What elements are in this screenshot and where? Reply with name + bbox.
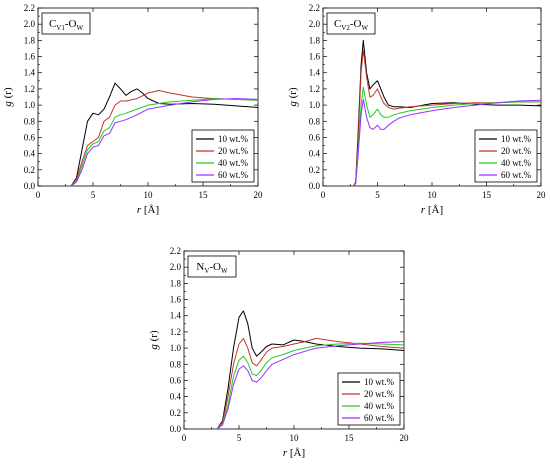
x-tick-label: 5 — [91, 190, 96, 200]
y-tick-label: 0.0 — [309, 181, 321, 191]
panel-label-box — [187, 255, 237, 278]
x-tick-label: 15 — [345, 433, 355, 443]
x-tick-label: 15 — [482, 190, 492, 200]
legend-label: 60 wt.% — [364, 413, 395, 423]
series-line-20-wt — [216, 337, 405, 430]
y-tick-label: 1.2 — [24, 84, 35, 94]
series-line-40-wt — [70, 98, 259, 187]
y-tick-label: 1.4 — [309, 68, 321, 78]
x-axis-title: r [Å] — [421, 204, 443, 216]
series-line-10-wt — [70, 82, 259, 187]
y-axis-title: g (r) — [287, 87, 299, 107]
y-tick-label: 0.6 — [24, 132, 36, 142]
legend-label: 40 wt.% — [364, 401, 395, 411]
legend-label: 10 wt.% — [364, 377, 395, 387]
x-tick-label: 20 — [400, 433, 410, 443]
y-tick-label: 2.2 — [170, 246, 181, 256]
series-line-20-wt — [353, 49, 541, 187]
legend-label: 10 wt.% — [218, 134, 249, 144]
y-tick-label: 0.2 — [24, 165, 35, 175]
legend-label: 40 wt.% — [501, 158, 532, 168]
y-tick-label: 2.2 — [309, 3, 320, 13]
y-tick-label: 1.8 — [24, 35, 36, 45]
legend-label: 60 wt.% — [218, 170, 249, 180]
y-tick-label: 1.6 — [309, 52, 321, 62]
x-tick-label: 10 — [144, 190, 154, 200]
series-line-60-wt — [216, 341, 405, 430]
x-tick-label: 0 — [36, 190, 41, 200]
y-axis-title: g (r) — [2, 87, 14, 107]
y-tick-label: 1.4 — [170, 311, 182, 321]
panel-label: CV1-OW — [49, 18, 84, 32]
y-tick-label: 0.4 — [309, 149, 321, 159]
y-tick-label: 0.8 — [170, 359, 182, 369]
legend-label: 20 wt.% — [218, 146, 249, 156]
y-tick-label: 2.0 — [309, 19, 321, 29]
y-tick-label: 2.2 — [24, 3, 35, 13]
panel-cv1-ow: 0 5 10 15 20 0.0 0.2 0.4 0.6 0.8 1.0 1.2 1.4 1.6 1.8 2.… — [2, 3, 263, 216]
y-tick-label: 1.0 — [309, 100, 321, 110]
legend-box — [337, 372, 401, 426]
series-line-40-wt — [353, 86, 541, 187]
panel-label-box — [41, 12, 91, 35]
series-line-60-wt — [353, 98, 542, 187]
x-tick-label: 5 — [375, 190, 380, 200]
y-tick-label: 0.2 — [170, 408, 181, 418]
y-tick-label: 0.4 — [170, 392, 182, 402]
y-tick-label: 1.8 — [309, 35, 321, 45]
legend-label: 40 wt.% — [218, 158, 249, 168]
y-tick-label: 1.6 — [24, 52, 36, 62]
y-tick-label: 0.0 — [24, 181, 36, 191]
x-tick-label: 5 — [237, 433, 242, 443]
x-tick-label: 15 — [199, 190, 209, 200]
series-line-20-wt — [70, 90, 259, 187]
y-tick-label: 1.2 — [170, 327, 181, 337]
y-tick-label: 0.2 — [309, 165, 320, 175]
series-line-60-wt — [70, 98, 259, 187]
y-tick-label: 1.0 — [24, 100, 36, 110]
series-line-40-wt — [216, 342, 405, 430]
panel-label: NV-OW — [196, 261, 228, 275]
y-tick-label: 0.6 — [170, 375, 182, 385]
x-tick-label: 20 — [254, 190, 264, 200]
panel-cv2-ow: 0 5 10 15 20 0.0 0.2 0.4 0.6 0.8 1.0 1.2 1.4 1.6 1.8 2.… — [287, 3, 546, 216]
y-tick-label: 1.0 — [170, 343, 182, 353]
panel-label: CV2-OW — [334, 18, 369, 32]
x-tick-label: 20 — [537, 190, 547, 200]
y-tick-label: 1.4 — [24, 68, 36, 78]
x-tick-label: 10 — [290, 433, 300, 443]
y-tick-label: 0.8 — [24, 116, 36, 126]
y-tick-label: 2.0 — [24, 19, 36, 29]
y-tick-label: 0.0 — [170, 424, 182, 434]
y-tick-label: 2.0 — [170, 262, 182, 272]
y-tick-label: 0.8 — [309, 116, 321, 126]
x-axis-title: r [Å] — [137, 204, 159, 216]
y-axis-title: g (r) — [148, 330, 160, 350]
x-axis-title: r [Å] — [283, 447, 305, 459]
y-tick-label: 0.4 — [24, 149, 36, 159]
legend-label: 20 wt.% — [501, 146, 532, 156]
legend-label: 20 wt.% — [364, 389, 395, 399]
y-tick-label: 1.2 — [309, 84, 320, 94]
x-tick-label: 0 — [321, 190, 326, 200]
y-tick-label: 0.6 — [309, 132, 321, 142]
panel-nv-ow: 0 5 10 15 20 0.0 0.2 0.4 0.6 0.8 1.0 1.2 1.4 1.6 1.8 2.… — [148, 246, 409, 459]
panel-label-box — [326, 12, 376, 35]
x-tick-label: 0 — [182, 433, 187, 443]
legend-label: 10 wt.% — [501, 134, 532, 144]
y-tick-label: 1.8 — [170, 278, 182, 288]
x-tick-label: 10 — [428, 190, 438, 200]
y-tick-label: 1.6 — [170, 295, 182, 305]
legend-label: 60 wt.% — [501, 170, 532, 180]
